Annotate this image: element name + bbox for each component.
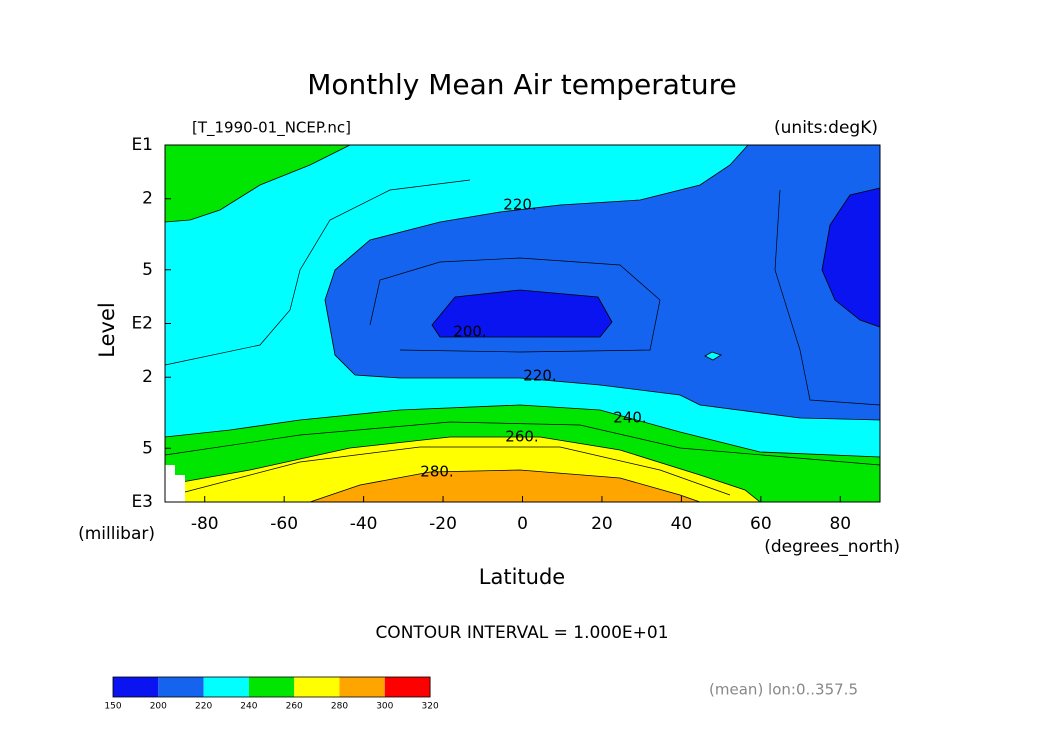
y-tick-label: 2 — [142, 189, 153, 209]
contour-band — [704, 351, 722, 361]
colorbar-box — [248, 677, 295, 697]
missing-data — [165, 465, 185, 502]
colorbar-label: 200 — [150, 702, 167, 712]
x-tick-label: 0 — [517, 514, 528, 534]
y-tick-label: 2 — [142, 367, 153, 387]
colorbar-label: 240 — [240, 702, 257, 712]
units: (units:degK) — [774, 118, 878, 138]
chart-title: Monthly Mean Air temperature — [307, 68, 737, 101]
colorbar-box — [339, 677, 385, 697]
colorbar-label: 260 — [286, 702, 303, 712]
contour-line — [369, 257, 661, 353]
x-axis-label: Latitude — [479, 565, 565, 589]
colorbar-box — [384, 677, 431, 697]
colorbar-box — [158, 677, 204, 697]
contour-label: 200. — [453, 323, 486, 341]
contour-line — [164, 421, 881, 466]
contour-line — [164, 179, 471, 366]
note: (mean) lon:0..357.5 — [709, 681, 858, 699]
colorbar-label: 300 — [376, 702, 393, 712]
subtitle: [T_1990-01_NCEP.nc] — [192, 119, 351, 138]
y-tick-label: E1 — [131, 135, 153, 155]
y-tick-label: 5 — [142, 438, 153, 458]
x-tick-label: -40 — [350, 514, 378, 534]
x-tick-label: 40 — [671, 514, 693, 534]
contour-label: 220. — [523, 367, 556, 385]
x-tick-label: 80 — [829, 514, 851, 534]
x-tick-label: 60 — [750, 514, 772, 534]
x-tick-label: -60 — [270, 514, 298, 534]
contour-band — [309, 469, 701, 503]
contour-line — [184, 446, 731, 496]
colorbar-label: 320 — [422, 702, 439, 712]
y-unit: (millibar) — [78, 524, 155, 544]
contour-band — [431, 289, 613, 338]
y-tick-label: E3 — [131, 492, 153, 512]
colorbar-box — [113, 677, 159, 697]
contour-label: 240. — [613, 409, 646, 427]
y-tick-label: 5 — [142, 260, 153, 280]
contour-band — [164, 144, 351, 223]
colorbar-frame — [112, 676, 431, 698]
x-unit: (degrees_north) — [764, 537, 900, 557]
colorbar-box — [294, 677, 340, 697]
x-tick-label: 20 — [591, 514, 613, 534]
colorbar-label: 150 — [104, 702, 121, 712]
contour-label: 220. — [503, 196, 536, 214]
colorbar-label: 280 — [331, 702, 348, 712]
footer: CONTOUR INTERVAL = 1.000E+01 — [375, 623, 668, 643]
contour-label: 260. — [505, 428, 538, 446]
contour-line — [774, 189, 881, 406]
x-tick-label: -20 — [429, 514, 457, 534]
colorbar-label: 220 — [195, 702, 212, 712]
x-tick-label: -80 — [191, 514, 219, 534]
contour-band — [821, 187, 881, 328]
colorbar-box — [203, 677, 249, 697]
y-axis-label: Level — [95, 302, 119, 357]
contour-label: 280. — [420, 463, 453, 481]
y-tick-label: E2 — [131, 314, 153, 334]
